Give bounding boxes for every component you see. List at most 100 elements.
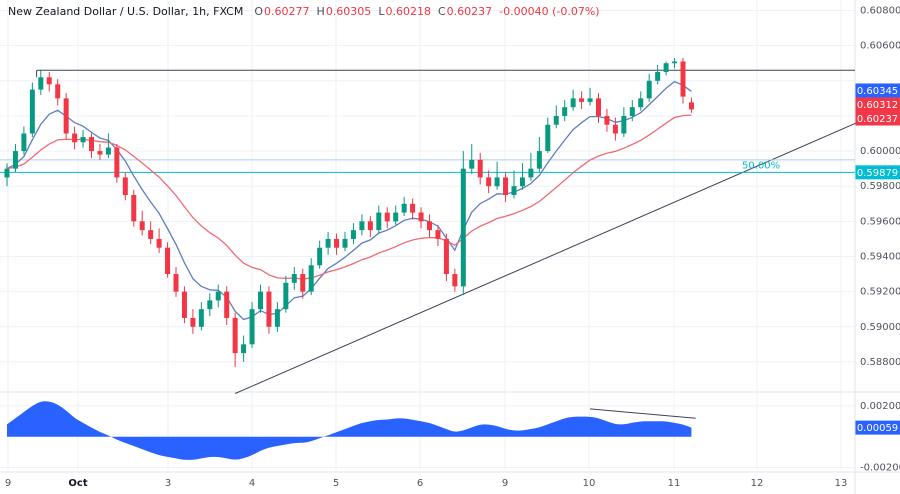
candle[interactable] <box>38 70 44 95</box>
svg-text:Oct: Oct <box>68 478 87 489</box>
candle[interactable] <box>274 302 280 333</box>
candle[interactable] <box>367 216 373 238</box>
candle[interactable] <box>452 268 458 292</box>
candle[interactable] <box>359 214 365 236</box>
candle[interactable] <box>545 117 551 153</box>
candle[interactable] <box>29 82 35 138</box>
candle[interactable] <box>469 144 475 174</box>
candle[interactable] <box>308 258 314 296</box>
symbol-title[interactable]: New Zealand Dollar / U.S. Dollar, 1h, FX… <box>8 5 244 18</box>
chart-legend[interactable]: New Zealand Dollar / U.S. Dollar, 1h, FX… <box>8 5 600 18</box>
candle[interactable] <box>680 57 686 104</box>
candle[interactable] <box>562 100 568 122</box>
candle[interactable] <box>646 73 652 102</box>
candle[interactable] <box>342 231 348 252</box>
candle[interactable] <box>148 221 154 245</box>
candle[interactable] <box>317 240 323 269</box>
candle[interactable] <box>334 233 340 255</box>
candle[interactable] <box>528 152 534 181</box>
candle[interactable] <box>21 126 27 155</box>
osc-downtrend-line[interactable] <box>590 408 696 419</box>
low-value: 0.60218 <box>385 5 431 18</box>
candle[interactable] <box>638 91 644 111</box>
candle[interactable] <box>215 284 221 308</box>
candle[interactable] <box>300 268 306 299</box>
candle[interactable] <box>655 65 661 85</box>
candle[interactable] <box>173 267 179 297</box>
ma-fast-line[interactable] <box>6 80 692 321</box>
candle[interactable] <box>181 286 187 324</box>
candle[interactable] <box>477 152 483 185</box>
candle[interactable] <box>418 207 424 229</box>
candle[interactable] <box>621 107 627 138</box>
candle[interactable] <box>266 286 272 334</box>
uptrend-line[interactable] <box>234 122 857 394</box>
candle[interactable] <box>131 189 137 227</box>
candle[interactable] <box>579 91 585 109</box>
candle[interactable] <box>80 130 86 148</box>
candle[interactable] <box>291 267 297 290</box>
candle[interactable] <box>350 223 356 245</box>
ma-slow-line[interactable] <box>6 114 692 280</box>
candle[interactable] <box>587 87 593 106</box>
candle-body <box>283 282 289 310</box>
candle[interactable] <box>384 207 390 229</box>
candle[interactable] <box>46 72 52 92</box>
candle[interactable] <box>443 233 449 282</box>
candle[interactable] <box>393 205 399 225</box>
candle[interactable] <box>536 137 542 173</box>
candle[interactable] <box>376 205 382 234</box>
candle[interactable] <box>553 105 559 129</box>
candle[interactable] <box>89 133 94 159</box>
candle[interactable] <box>63 93 69 139</box>
candle[interactable] <box>241 335 247 362</box>
candle[interactable] <box>596 93 601 123</box>
candle[interactable] <box>55 79 61 106</box>
candle[interactable] <box>511 170 517 199</box>
candle[interactable] <box>190 309 196 334</box>
candle[interactable] <box>207 293 213 317</box>
candle[interactable] <box>663 61 669 76</box>
candle[interactable] <box>503 172 509 203</box>
candle[interactable] <box>401 196 407 217</box>
candle[interactable] <box>460 151 466 296</box>
candles[interactable] <box>4 57 694 368</box>
candle[interactable] <box>232 312 238 368</box>
candle-body <box>105 147 111 155</box>
candle[interactable] <box>604 108 610 132</box>
candle[interactable] <box>612 117 618 141</box>
candle[interactable] <box>325 231 331 255</box>
candle[interactable] <box>629 100 635 122</box>
oscillator-area[interactable] <box>7 401 692 460</box>
candle[interactable] <box>156 228 162 253</box>
candle[interactable] <box>12 144 18 173</box>
candle[interactable] <box>494 161 500 190</box>
candle[interactable] <box>4 163 10 187</box>
candle[interactable] <box>486 170 492 194</box>
candle[interactable] <box>122 172 128 201</box>
candle[interactable] <box>114 144 120 183</box>
candle[interactable] <box>427 214 432 238</box>
candle[interactable] <box>688 97 694 113</box>
candle[interactable] <box>410 198 416 220</box>
candle[interactable] <box>672 57 678 69</box>
candle[interactable] <box>97 144 103 160</box>
candle[interactable] <box>165 242 171 278</box>
candle[interactable] <box>258 284 263 313</box>
candle[interactable] <box>519 163 525 190</box>
candle[interactable] <box>570 89 576 111</box>
candle[interactable] <box>139 210 145 236</box>
candle[interactable] <box>283 275 289 313</box>
candle-body <box>241 344 247 354</box>
candle[interactable] <box>249 302 255 348</box>
candle[interactable] <box>224 286 230 325</box>
candle[interactable] <box>72 126 78 150</box>
candle[interactable] <box>435 224 441 246</box>
candle-body <box>156 238 162 248</box>
candle-body <box>12 151 18 169</box>
candle[interactable] <box>105 133 111 159</box>
candle[interactable] <box>198 302 204 331</box>
candle-body <box>89 137 94 152</box>
